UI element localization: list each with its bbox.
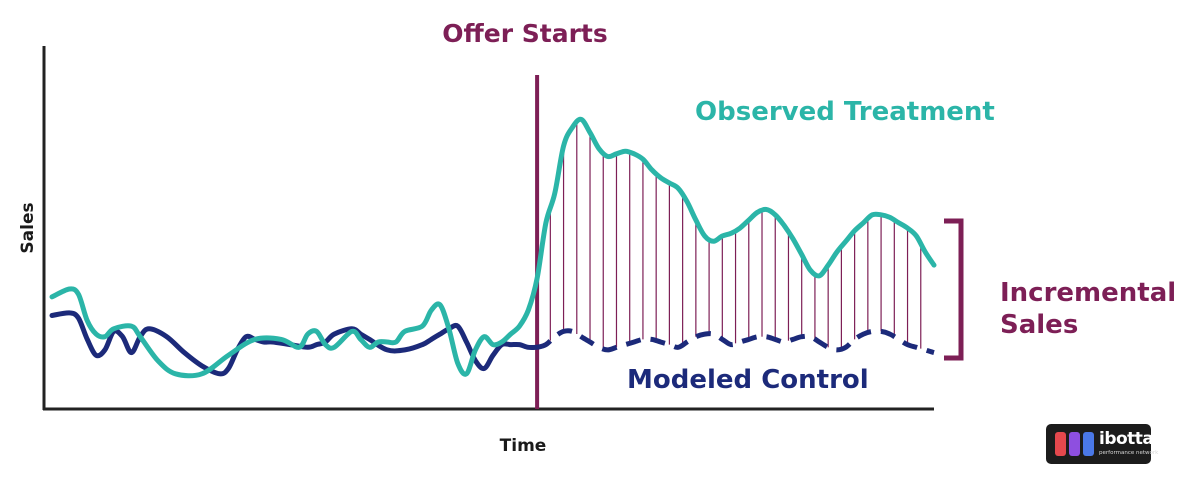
incremental-label-line-2: Sales <box>1000 310 1078 340</box>
y-axis-label: Sales <box>18 202 38 253</box>
incremental-bracket <box>944 218 964 361</box>
incremental-label-line-1: Incremental <box>1000 278 1176 308</box>
logo-wordmark: ibotta <box>1099 429 1154 449</box>
series-label-modeled-control: Modeled Control <box>627 365 869 395</box>
series-label-observed-treatment: Observed Treatment <box>695 97 995 127</box>
incremental-area <box>549 123 922 349</box>
x-axis-label: Time <box>500 436 547 456</box>
logo-bar <box>1069 432 1080 456</box>
series-line-observed-treatment <box>49 116 937 379</box>
series-group <box>49 116 937 379</box>
series-line-modeled-control-projected <box>536 328 935 356</box>
logo-bar <box>1083 432 1094 456</box>
incremental-sales-label: Incremental Sales <box>1000 278 1185 340</box>
logo-mark-icon <box>1055 432 1095 456</box>
offer-start-label: Offer Starts <box>442 19 607 48</box>
axes <box>42 46 934 411</box>
ibotta-logo: ibotta performance network <box>1046 424 1158 464</box>
logo-bar <box>1055 432 1066 456</box>
logo-tagline: performance network <box>1099 450 1159 456</box>
